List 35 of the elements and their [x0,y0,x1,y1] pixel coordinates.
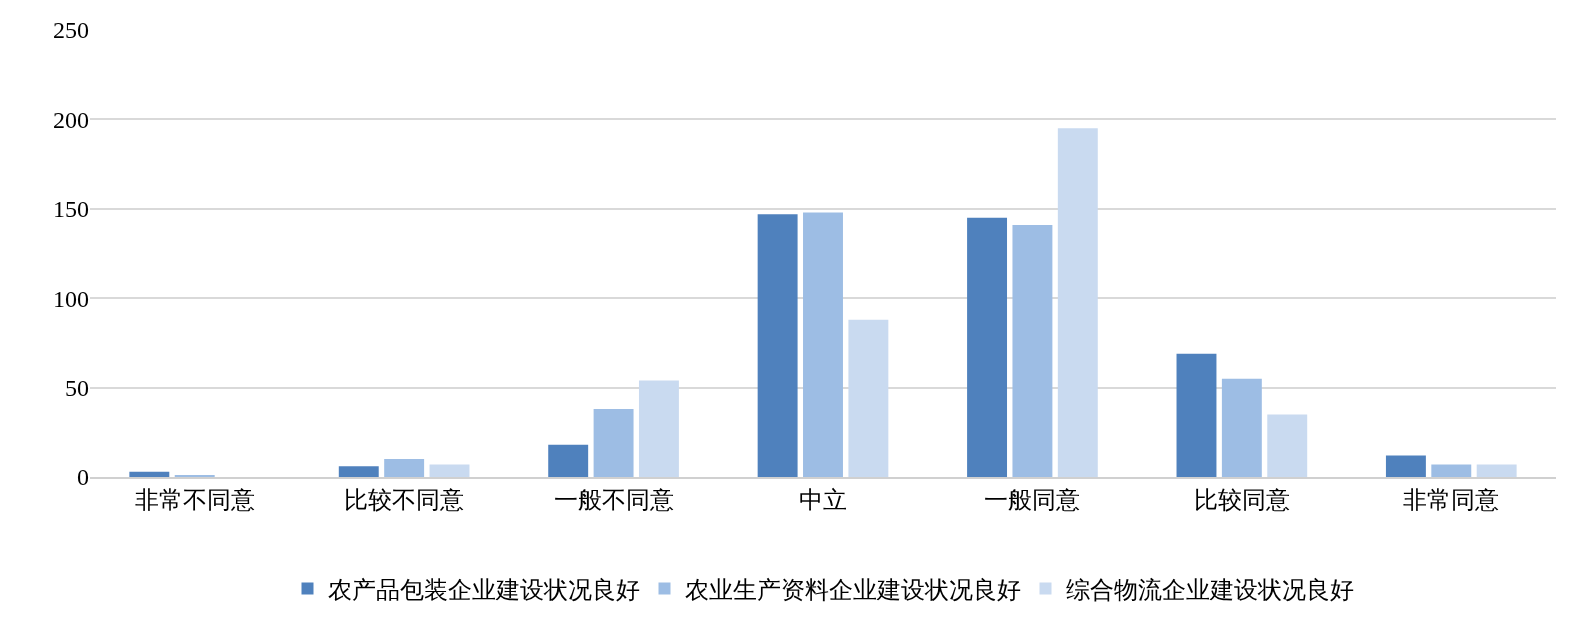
bar [129,471,170,477]
bar [638,380,679,477]
bar [548,444,589,477]
x-tick-label: 非常不同意 [134,486,255,513]
y-tick-label: 50 [65,375,89,401]
bar [848,319,889,477]
y-tick-label: 150 [53,196,89,223]
bar [1385,455,1426,477]
bar [1431,464,1472,477]
bar [1057,128,1098,477]
bar [1476,464,1517,477]
legend-label: 农业生产资料企业建设状况良好 [684,576,1021,603]
x-tick-label: 比较同意 [1193,486,1290,513]
legend-label: 农产品包装企业建设状况良好 [327,576,640,603]
bar [803,212,843,477]
x-tick-label: 比较不同意 [344,486,465,513]
legend-label: 综合物流企业建设状况良好 [1065,576,1354,603]
y-tick-label: 250 [53,17,89,44]
bar [1176,353,1217,477]
bar [757,214,798,477]
y-tick-label: 0 [77,464,89,491]
bar [429,464,470,477]
y-tick-label: 200 [53,106,89,133]
x-tick-label: 一般不同意 [553,486,674,513]
bar [1012,224,1053,477]
bar [338,466,379,477]
y-tick-label: 100 [53,285,89,312]
bar [593,409,634,477]
x-tick-label: 非常同意 [1403,486,1500,513]
x-tick-label: 中立 [799,486,847,513]
bar [967,217,1008,477]
x-tick-label: 一般同意 [984,486,1081,513]
bar [1267,414,1308,477]
bar [384,459,425,477]
bar [1221,378,1262,477]
